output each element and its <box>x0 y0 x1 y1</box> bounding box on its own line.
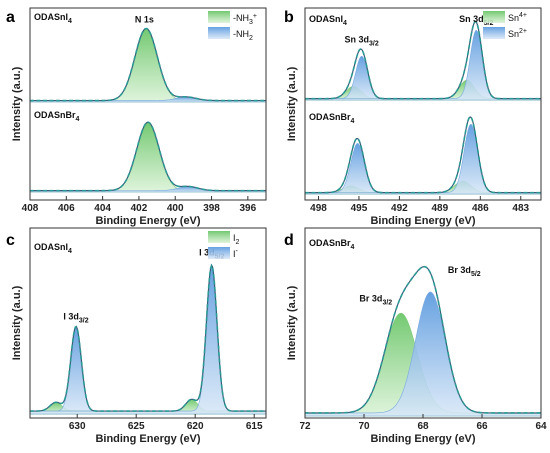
x-tick-label: 489 <box>432 203 449 214</box>
legend-swatch-green <box>208 231 230 243</box>
x-tick-label: 498 <box>310 203 327 214</box>
peak--nh3--401.6 <box>30 28 266 103</box>
peak-annotation: I 3d3/2 <box>63 312 88 325</box>
x-tick-label: 620 <box>187 421 204 432</box>
fit-envelope-line <box>305 115 541 194</box>
x-tick-label: 495 <box>351 203 368 214</box>
y-axis-label: Intensity (a.u.) <box>11 285 23 360</box>
peak-annotation: Br 3d5/2 <box>448 265 481 278</box>
y-axis-label: Intensity (a.u.) <box>286 285 298 360</box>
x-tick-label: 64 <box>535 421 547 432</box>
plot-frame <box>29 227 267 419</box>
peak-i--630.1 <box>30 326 266 415</box>
peak-sn2--495.1 <box>305 143 541 195</box>
peak-sn2--486.3 <box>305 29 541 101</box>
x-tick-label: 492 <box>391 203 408 214</box>
x-tick-label: 630 <box>69 421 86 432</box>
x-axis-label: Binding Energy (eV) <box>370 433 475 445</box>
x-tick-label: 400 <box>167 203 184 214</box>
panel-label: a <box>6 9 15 26</box>
legend-swatch-blue <box>208 247 230 259</box>
plot-area-a <box>30 27 266 193</box>
y-axis-label: Intensity (a.u.) <box>11 66 23 141</box>
x-tick-label: 402 <box>131 203 148 214</box>
y-axis-label: Intensity (a.u.) <box>286 66 298 141</box>
x-tick-label: 486 <box>472 203 489 214</box>
legend-swatch-blue <box>483 27 505 39</box>
legend-label: -NH3+ <box>233 13 257 26</box>
peak-annotation: Sn 3d3/2 <box>345 35 379 48</box>
sample-label: ODASnI4 <box>34 12 72 25</box>
x-axis-label: Binding Energy (eV) <box>95 433 200 445</box>
x-tick-label: 70 <box>358 421 370 432</box>
x-tick-label: 404 <box>94 203 111 214</box>
x-tick-label: 66 <box>476 421 488 432</box>
peak-sn2--494.8 <box>305 55 541 101</box>
panel-b: ODASnI4 ODASnBr4 Sn 3d3/2 Sn 3d5/2 498 495 492… <box>284 7 542 227</box>
fit-envelope-line <box>30 121 266 192</box>
x-tick-label: 483 <box>512 203 529 214</box>
raw-data-line <box>305 20 541 100</box>
peak-annotation: Sn 3d5/2 <box>459 14 493 27</box>
x-axis-label: Binding Energy (eV) <box>95 215 200 227</box>
raw-data-line <box>305 116 541 194</box>
peak-annotation: Br 3d3/2 <box>359 294 392 307</box>
legend-label: Sn4+ <box>508 12 527 23</box>
panel-d: ODASnBr4 Br 3d3/2 Br 3d5/2 72 70 68 66 64 Bindin… <box>284 227 547 445</box>
fit-envelope-line <box>30 263 266 412</box>
x-tick-label: 72 <box>299 421 311 432</box>
fit-envelope-line <box>305 20 541 100</box>
sample-label: ODASnI4 <box>309 14 347 27</box>
plot-frame <box>29 7 267 201</box>
panel-label: c <box>6 232 15 249</box>
x-tick-label: 625 <box>128 421 145 432</box>
x-tick-label: 408 <box>22 203 39 214</box>
legend-swatch-blue <box>208 27 230 39</box>
legend-label: Sn2+ <box>508 28 527 39</box>
x-axis-label: Binding Energy (eV) <box>370 215 475 227</box>
sample-label: ODASnBr4 <box>34 110 80 123</box>
legend-swatch-green <box>208 11 230 23</box>
panel-a: ODASnI4 ODASnBr4 N 1s 408 406 404 402 400 398 396… <box>6 7 267 227</box>
peak-annotation: N 1s <box>135 14 154 24</box>
legend-label: I- <box>233 248 239 259</box>
plot-area-c <box>30 263 266 415</box>
x-tick-label: 406 <box>58 203 75 214</box>
legend-label: I2 <box>233 233 240 246</box>
x-tick-label: 398 <box>203 203 220 214</box>
peak--nh3--401.5 <box>30 121 266 193</box>
fit-envelope-line <box>30 27 266 102</box>
plot-area-b <box>305 20 541 195</box>
x-tick-label: 68 <box>417 421 429 432</box>
peak-sn2--486.7 <box>305 123 541 195</box>
sample-label: ODASnBr4 <box>309 112 355 125</box>
plot-area-d <box>305 265 541 417</box>
fit-envelope-line <box>305 265 541 414</box>
legend-label: -NH2 <box>233 29 253 42</box>
x-tick-label: 396 <box>240 203 257 214</box>
plot-frame <box>304 7 542 201</box>
raw-data-line <box>30 263 266 412</box>
legend-swatch-green <box>483 11 505 23</box>
peak-br-3d5-2-67.75 <box>305 291 541 417</box>
peak-i--618.6 <box>30 264 266 415</box>
x-tick-label: 615 <box>246 421 263 432</box>
sample-label: ODASnBr4 <box>309 238 355 251</box>
panel-label: b <box>284 9 294 26</box>
sample-label: ODASnI4 <box>34 242 72 255</box>
panel-label: d <box>284 232 294 249</box>
